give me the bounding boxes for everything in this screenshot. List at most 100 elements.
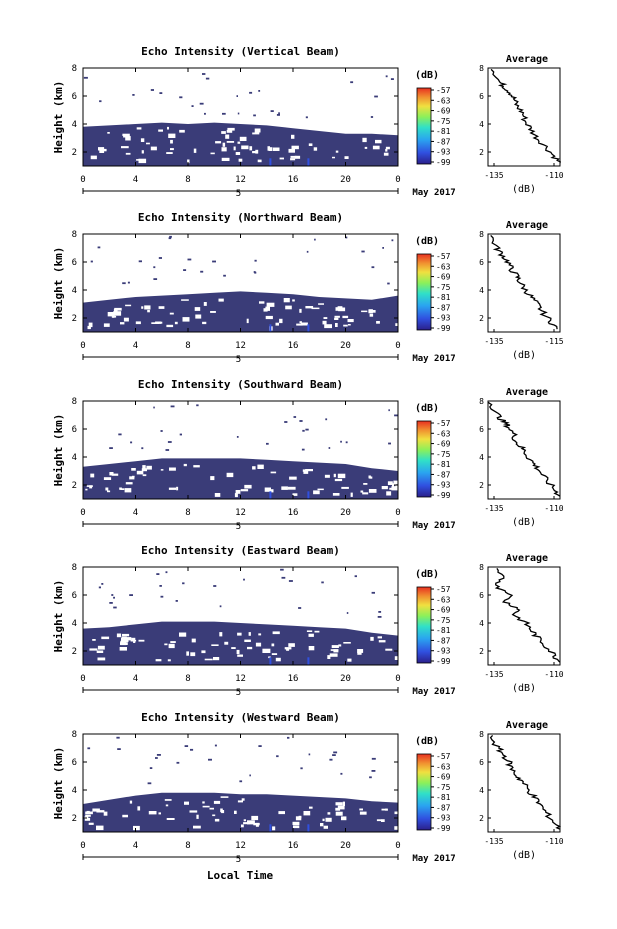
echo-gap: [146, 465, 152, 470]
echo-gap: [168, 643, 175, 649]
echo-gap: [225, 134, 230, 139]
echo-gap: [325, 817, 332, 822]
echo-speck: [374, 95, 378, 98]
echo-speck: [340, 772, 343, 775]
echo-strong-cell: [307, 158, 310, 167]
echo-gap: [341, 816, 347, 821]
echo-gap: [241, 798, 245, 801]
echo-speck: [165, 571, 168, 574]
panel-title: Echo Intensity (Vertical Beam): [141, 45, 340, 58]
echo-gap: [234, 493, 238, 498]
echo-gap: [219, 632, 223, 637]
echo-gap: [195, 314, 202, 319]
echo-speck: [87, 747, 91, 750]
echo-gap: [264, 487, 271, 492]
echo-gap: [141, 150, 144, 154]
echo-speck: [111, 594, 114, 596]
profile-y-tick-label: 4: [479, 286, 484, 295]
echo-speck: [159, 585, 162, 587]
echo-gap: [239, 136, 247, 141]
echo-gap: [235, 490, 241, 494]
echo-gap: [193, 465, 200, 468]
echo-gap: [377, 636, 382, 639]
x-tick-label: 20: [340, 508, 351, 518]
colorbar-tick-label: -93: [436, 814, 451, 823]
echo-gap: [360, 490, 364, 493]
echo-gap: [141, 306, 144, 309]
echo-gap: [289, 476, 297, 480]
x-tick-label: 12: [235, 508, 246, 518]
echo-gap: [209, 807, 214, 810]
echo-speck: [333, 751, 338, 754]
echo-speck: [204, 112, 206, 115]
echo-speck: [371, 591, 375, 594]
echo-speck: [354, 575, 357, 578]
echo-speck: [390, 78, 394, 80]
echo-speck: [391, 239, 394, 242]
colorbar-tick-label: -81: [436, 793, 451, 802]
echo-gap: [146, 142, 150, 145]
echo-gap: [158, 812, 161, 815]
profile-y-tick-label: 8: [479, 563, 484, 572]
x-tick-label: 8: [185, 674, 190, 684]
echo-strong-cell: [307, 491, 310, 500]
echo-gap: [114, 307, 122, 311]
y-tick-label: 2: [72, 481, 77, 491]
echo-gap: [187, 159, 190, 164]
echo-speck: [156, 754, 161, 756]
day-label: 5: [236, 189, 241, 199]
echo-gap: [323, 825, 328, 829]
echo-gap: [381, 808, 388, 811]
echo-gap: [107, 490, 111, 493]
echo-speck: [253, 271, 256, 273]
echo-speck: [293, 416, 297, 418]
echo-gap: [241, 145, 249, 150]
echo-speck: [199, 102, 204, 105]
echo-gap: [241, 824, 244, 828]
echo-speck: [236, 436, 239, 438]
profile-y-tick-label: 8: [479, 64, 484, 73]
echo-speck: [153, 278, 158, 280]
echo-speck: [239, 780, 243, 783]
echo-gap: [113, 311, 122, 316]
echo-gap: [311, 307, 320, 310]
echo-gap: [335, 807, 341, 811]
y-tick-label: 8: [72, 730, 77, 740]
echo-gap: [122, 133, 130, 136]
date-label: May 2017: [412, 354, 455, 364]
colorbar-tick-label: -93: [436, 647, 451, 656]
echo-gap: [308, 143, 313, 146]
profile-y-tick-label: 8: [479, 397, 484, 406]
echo-gap: [385, 148, 388, 152]
echo-gap: [164, 643, 168, 646]
echo-gap: [116, 633, 122, 638]
echo-speck: [371, 266, 375, 269]
echo-gap: [121, 146, 129, 149]
echo-gap: [165, 804, 169, 807]
echo-gap: [395, 485, 403, 489]
echo-speck: [361, 250, 365, 253]
echo-gap: [176, 486, 179, 491]
profile-title: Average: [506, 54, 548, 65]
echo-gap: [113, 309, 118, 314]
echo-gap: [252, 151, 257, 154]
profile-y-tick-label: 6: [479, 258, 484, 267]
echo-gap: [255, 822, 259, 827]
echo-region: [83, 122, 398, 166]
echo-gap: [125, 136, 131, 141]
profile-line: [494, 568, 561, 663]
echo-gap: [347, 324, 351, 326]
echo-speck: [208, 758, 212, 761]
echo-gap: [119, 487, 122, 490]
echo-gap: [364, 146, 368, 149]
echo-speck: [212, 260, 216, 263]
echo-speck: [328, 447, 331, 449]
panel-title: Echo Intensity (Eastward Beam): [141, 544, 340, 557]
x-tick-label: 20: [340, 841, 351, 851]
echo-speck: [156, 573, 160, 575]
profile-y-tick-label: 6: [479, 92, 484, 101]
colorbar-tick-label: -69: [436, 606, 451, 615]
echo-gap: [320, 823, 324, 827]
colorbar-tick-label: -81: [436, 460, 451, 469]
colorbar-unit: (dB): [415, 403, 439, 414]
